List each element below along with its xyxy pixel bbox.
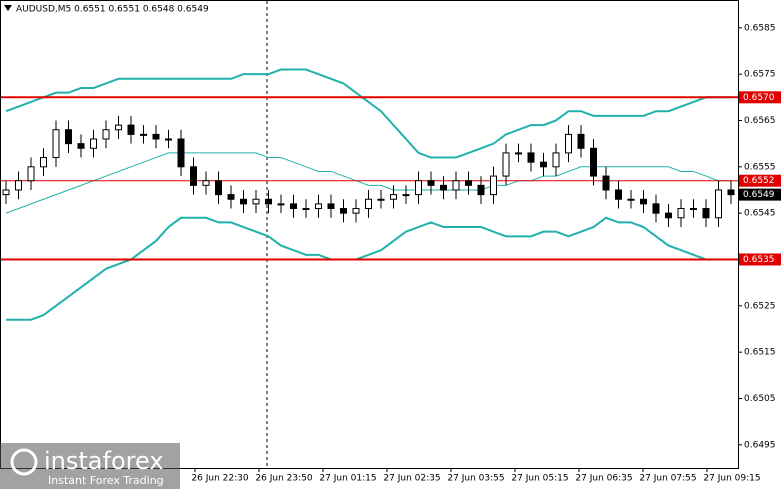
level-label-box bbox=[739, 253, 781, 266]
candle-body bbox=[352, 208, 360, 214]
logo-icon bbox=[10, 448, 38, 476]
candle-body bbox=[177, 138, 185, 168]
candle-body bbox=[577, 133, 585, 149]
candle-body bbox=[427, 180, 435, 186]
candle-body bbox=[115, 124, 122, 131]
x-tick-label: 27 Jun 03:55 bbox=[447, 474, 504, 484]
candle-body bbox=[702, 208, 710, 219]
y-tick-label: 0.6555 bbox=[744, 162, 776, 172]
y-tick-label: 0.6495 bbox=[744, 440, 776, 450]
last-price-box bbox=[739, 188, 781, 201]
candle-body bbox=[52, 129, 60, 159]
candle-body bbox=[315, 203, 322, 210]
bollinger-band bbox=[6, 216, 731, 321]
y-tick-label: 0.6585 bbox=[744, 23, 776, 33]
x-tick-label: 27 Jun 02:35 bbox=[383, 474, 440, 484]
x-tick-label: 27 Jun 09:15 bbox=[703, 474, 760, 484]
candle-body bbox=[327, 203, 335, 210]
candle-body bbox=[490, 175, 497, 196]
bollinger-band bbox=[5, 152, 731, 214]
candle-body bbox=[615, 189, 622, 200]
candle-body bbox=[602, 175, 610, 191]
last-price-label: 0.6549 bbox=[743, 190, 775, 200]
x-tick-label: 26 Jun 23:50 bbox=[255, 474, 312, 484]
x-tick-label: 27 Jun 07:55 bbox=[639, 474, 696, 484]
logo: instaforex Instant Forex Trading bbox=[0, 443, 180, 489]
candle-body bbox=[727, 189, 735, 196]
candle-body bbox=[77, 143, 85, 149]
candle-body bbox=[540, 161, 547, 168]
x-tick-label: 27 Jun 06:35 bbox=[575, 474, 632, 484]
candle-body bbox=[677, 208, 685, 219]
candle-body bbox=[465, 180, 472, 186]
candle-body bbox=[390, 194, 397, 200]
chart-title: AUDUSD,M5 0.6551 0.6551 0.6548 0.6549 bbox=[16, 5, 209, 15]
candle-body bbox=[152, 133, 160, 140]
candle-body bbox=[552, 152, 560, 168]
bollinger-band bbox=[5, 68, 731, 159]
candle-body bbox=[565, 133, 572, 154]
brand: instaforex bbox=[44, 447, 164, 475]
level-label: 0.6552 bbox=[743, 176, 775, 186]
candle-body bbox=[290, 203, 297, 210]
y-tick-label: 0.6565 bbox=[744, 116, 776, 126]
candle-body bbox=[590, 147, 597, 177]
candle-body bbox=[402, 194, 410, 197]
candle-body bbox=[627, 198, 635, 201]
x-tick-label: 26 Jun 22:30 bbox=[191, 474, 248, 484]
candle-body bbox=[90, 138, 97, 149]
candle-body bbox=[40, 157, 47, 168]
candle-body bbox=[15, 180, 22, 191]
candle-body bbox=[165, 138, 172, 141]
candle-body bbox=[415, 180, 422, 196]
candle-body bbox=[140, 133, 147, 136]
candle-body bbox=[640, 198, 647, 205]
candle-body bbox=[440, 184, 447, 191]
candle-body bbox=[527, 152, 535, 163]
candle-body bbox=[252, 198, 260, 205]
level-label: 0.6535 bbox=[743, 255, 775, 265]
candle-body bbox=[340, 208, 347, 214]
y-tick-label: 0.6545 bbox=[744, 209, 776, 219]
candle-body bbox=[365, 198, 372, 210]
y-tick-label: 0.6575 bbox=[744, 70, 776, 80]
tagline: Instant Forex Trading bbox=[48, 474, 164, 487]
candle-body bbox=[715, 189, 722, 219]
level-label-box bbox=[739, 91, 781, 104]
candle-body bbox=[240, 198, 247, 205]
level-label: 0.6570 bbox=[743, 93, 775, 103]
candle-body bbox=[652, 203, 660, 214]
plot-border bbox=[0, 0, 739, 469]
candle-body bbox=[377, 198, 385, 201]
candle-body bbox=[65, 129, 72, 145]
title-icon bbox=[4, 5, 12, 11]
candle-body bbox=[27, 166, 35, 182]
level-label-box bbox=[739, 174, 781, 187]
candle-body bbox=[2, 189, 10, 196]
x-tick-label: 27 Jun 01:15 bbox=[319, 474, 376, 484]
candle-body bbox=[190, 166, 197, 186]
plot-area bbox=[0, 68, 738, 321]
candle-body bbox=[127, 124, 135, 135]
candle-body bbox=[265, 198, 272, 205]
candle-body bbox=[227, 194, 235, 200]
candle-body bbox=[502, 152, 510, 177]
candle-body bbox=[452, 180, 460, 191]
candle-body bbox=[515, 152, 522, 155]
candle-body bbox=[102, 129, 110, 140]
candle-body bbox=[277, 203, 285, 206]
candle-body bbox=[665, 212, 672, 219]
y-tick-label: 0.6525 bbox=[744, 301, 776, 311]
candle-body bbox=[302, 208, 310, 211]
candle-body bbox=[202, 180, 210, 186]
y-tick-label: 0.6505 bbox=[744, 394, 776, 404]
candle-body bbox=[477, 184, 485, 196]
candle-body bbox=[215, 180, 222, 196]
x-tick-label: 27 Jun 05:15 bbox=[511, 474, 568, 484]
candle-body bbox=[690, 208, 697, 211]
y-tick-label: 0.6515 bbox=[744, 348, 776, 358]
